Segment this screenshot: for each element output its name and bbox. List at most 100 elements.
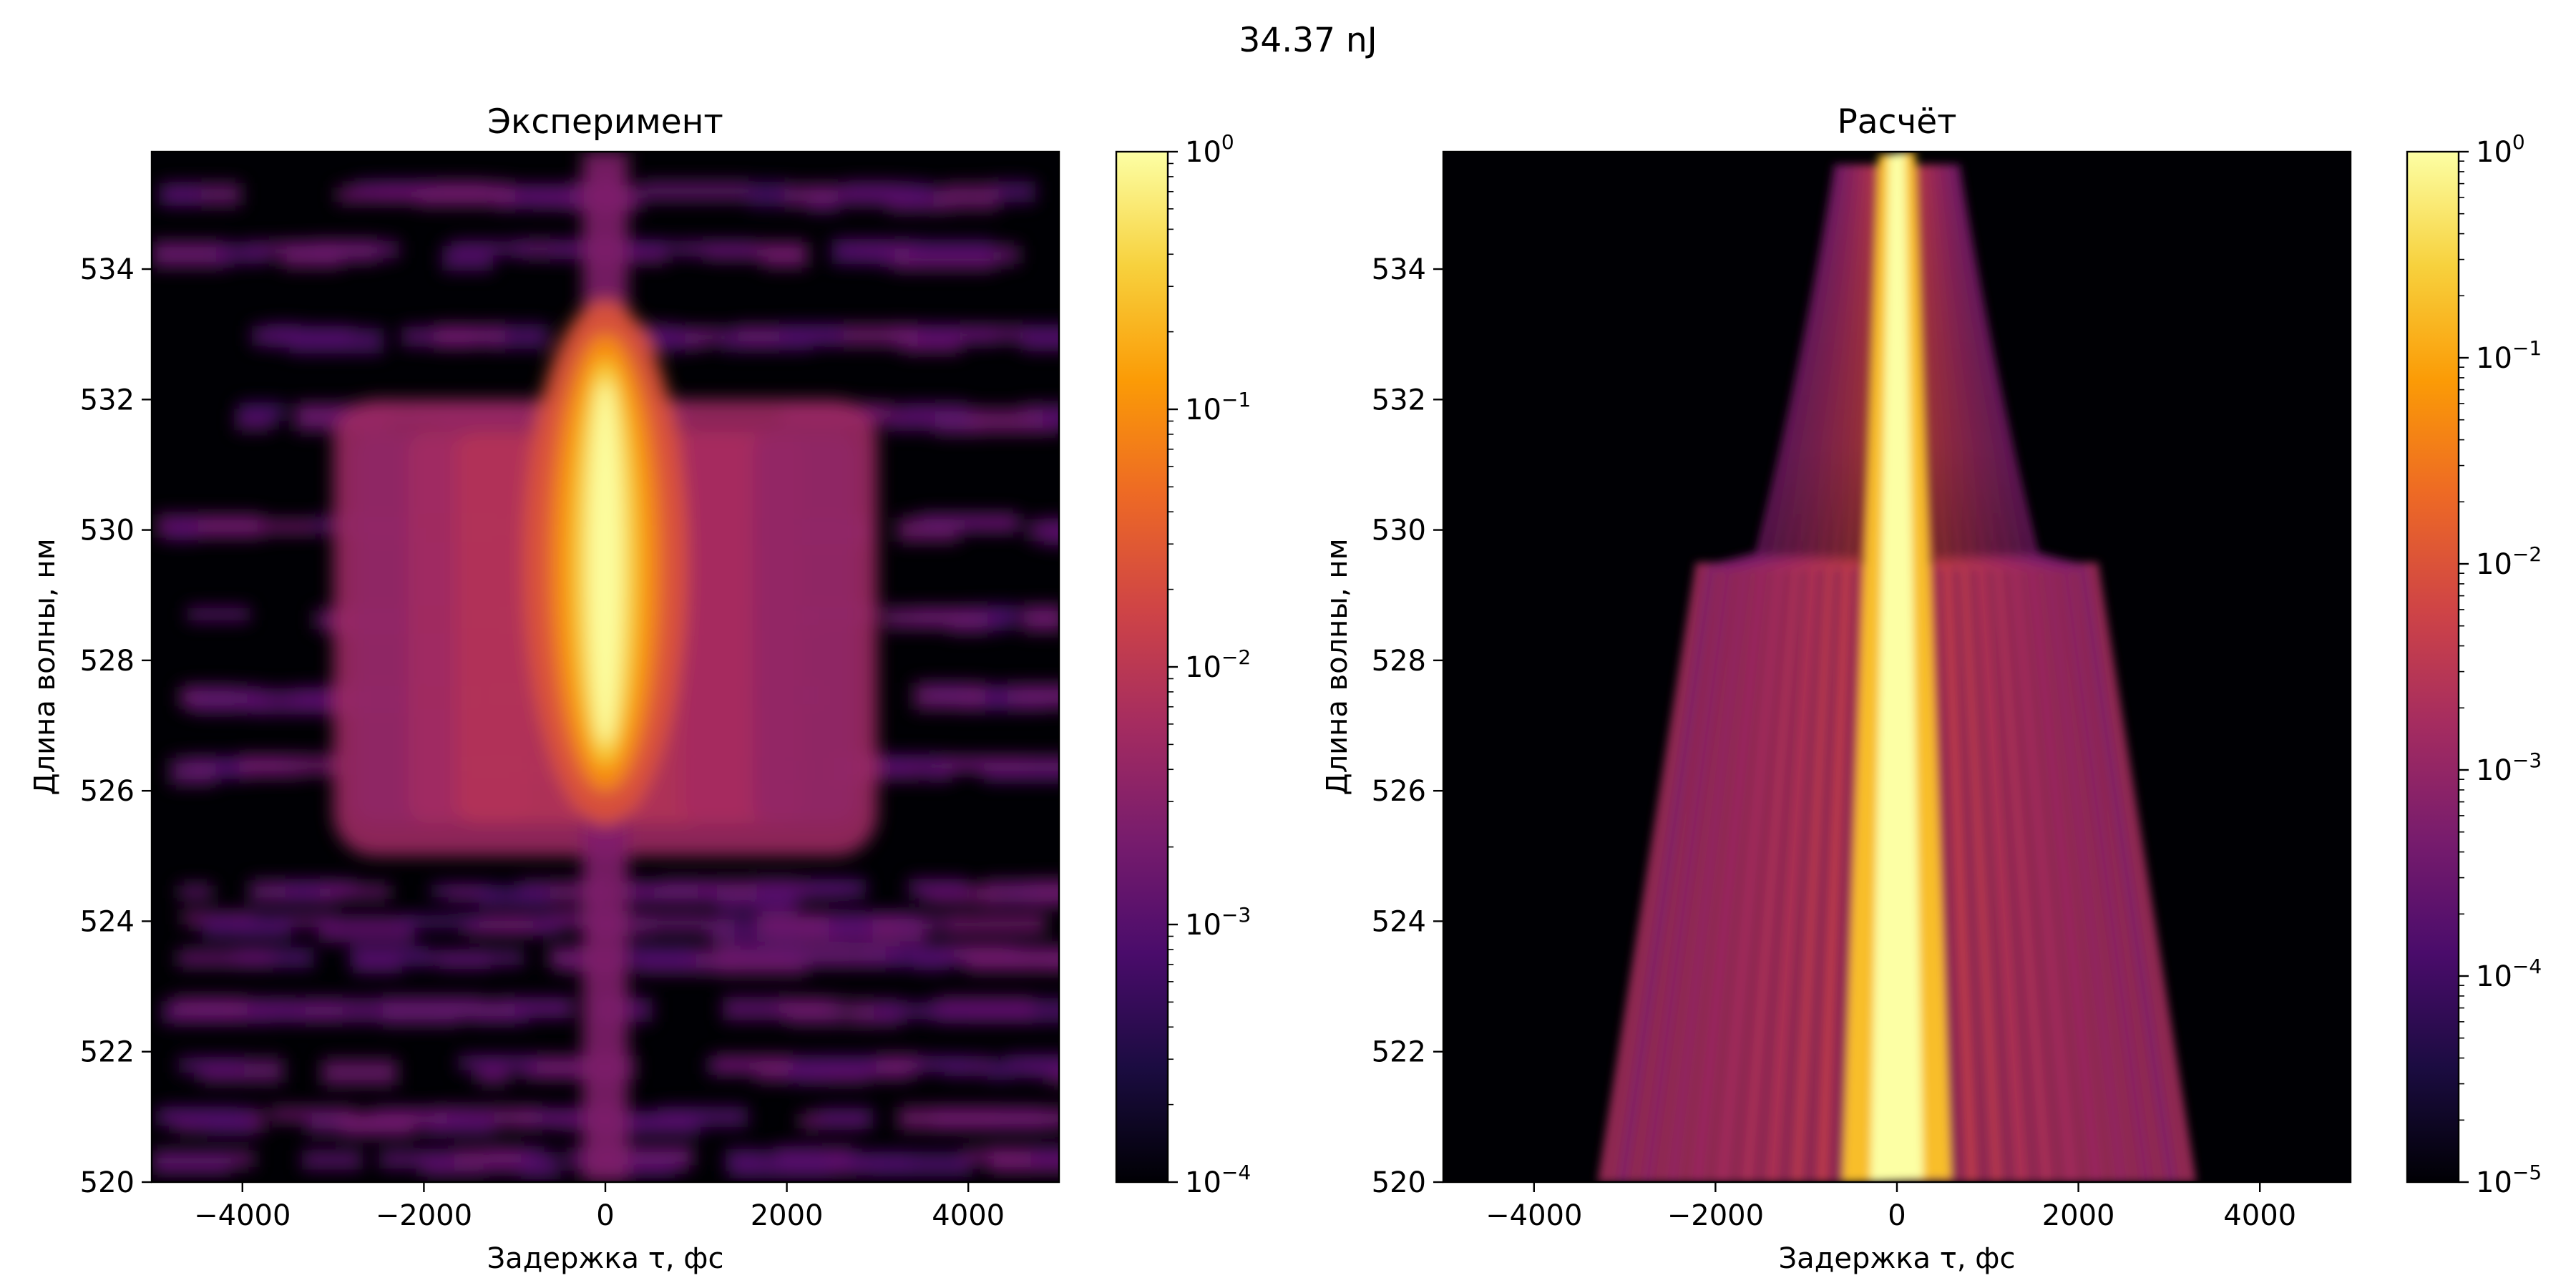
noise-band: [847, 183, 934, 199]
experiment-colorbar-gradient: [1116, 152, 1168, 1182]
noise-band: [958, 325, 1027, 343]
noise-band: [990, 1108, 1059, 1128]
y-tick-label: 534: [80, 253, 135, 286]
noise-band: [784, 184, 837, 207]
fringe-line: [1928, 164, 2077, 1182]
noise-band: [898, 1106, 1000, 1131]
fringe-line: [1792, 164, 1881, 1182]
noise-band: [1043, 518, 1059, 546]
noise-band: [714, 1055, 794, 1073]
noise-band: [321, 1059, 398, 1085]
y-tick-label: 532: [1372, 384, 1426, 416]
central-peak: [587, 379, 624, 746]
fringe-line: [1950, 164, 2177, 1182]
colorbar-tick-label: 10−2: [1185, 645, 1251, 684]
noise-band: [675, 240, 756, 258]
y-tick-label: 526: [1372, 775, 1426, 808]
noise-band: [177, 950, 273, 967]
experiment-heatmap: [152, 152, 1059, 1182]
noise-band: [1043, 948, 1059, 970]
colorbar-tick-label: 100: [2476, 130, 2525, 169]
colorbar-tick-label: 10−5: [2476, 1161, 2542, 1199]
fringe-line: [1742, 164, 1870, 1182]
noise-band: [159, 185, 202, 206]
noise-band: [1030, 879, 1059, 906]
noise-band: [836, 240, 886, 258]
experiment-panel-title: Эксперимент: [487, 102, 723, 142]
noise-band: [882, 1054, 918, 1075]
noise-band: [439, 998, 515, 1021]
noise-band: [756, 911, 829, 938]
noise-band: [949, 608, 988, 633]
noise-band: [306, 1111, 341, 1134]
fringe-line: [1939, 164, 2127, 1182]
central-core: [1870, 152, 1923, 1182]
simulation-panel-title: Расчёт: [1837, 102, 1956, 142]
simulation-y-axis-label: Длина волны, нм: [1321, 538, 1354, 795]
noise-band: [240, 756, 288, 775]
noise-band: [1030, 1147, 1059, 1166]
y-tick-label: 524: [80, 905, 135, 938]
noise-band: [949, 914, 1046, 934]
noise-band: [818, 1108, 874, 1128]
noise-band: [628, 881, 698, 904]
noise-band: [886, 756, 914, 776]
noise-band: [945, 1000, 1025, 1019]
fringe-line: [1934, 164, 2102, 1182]
fringe-line: [1617, 164, 1844, 1182]
fringe-line: [1642, 164, 1849, 1182]
colorbar-tick-label: 10−3: [1185, 903, 1251, 942]
noise-band: [520, 1151, 561, 1179]
colorbar-tick-label: 10−2: [2476, 542, 2542, 581]
x-tick-label: 4000: [932, 1199, 1005, 1232]
simulation-panel: Расчёт −4000 −2000 0 2000 4000 5205225245265…: [1321, 102, 2542, 1275]
noise-band: [762, 242, 808, 268]
noise-band: [718, 950, 808, 975]
y-tick-label: 534: [1372, 253, 1426, 286]
noise-band: [1022, 404, 1059, 428]
y-tick-label: 526: [80, 775, 135, 808]
noise-band: [170, 758, 216, 785]
noise-band: [256, 519, 319, 535]
x-tick-label: 4000: [2223, 1199, 2296, 1232]
noise-band: [239, 402, 285, 421]
noise-band: [618, 945, 696, 969]
noise-band: [267, 323, 301, 348]
noise-band: [945, 183, 999, 210]
noise-band: [434, 324, 475, 348]
noise-band: [458, 1055, 542, 1071]
noise-band: [992, 181, 1036, 203]
noise-band: [962, 1148, 1000, 1163]
noise-band: [642, 180, 749, 201]
noise-band: [648, 913, 708, 933]
noise-band: [504, 914, 534, 935]
figure-title: 34.37 nJ: [1239, 21, 1377, 60]
noise-band: [301, 1150, 363, 1170]
simulation-x-axis: −4000 −2000 0 2000 4000: [1485, 1182, 2296, 1232]
fringe-line: [1913, 164, 2002, 1182]
simulation-colorbar-gradient: [2407, 152, 2459, 1182]
noise-band: [942, 756, 1027, 772]
x-tick-label: 2000: [751, 1199, 824, 1232]
noise-band: [918, 513, 1017, 532]
x-tick-label: −2000: [1667, 1199, 1764, 1232]
x-tick-label: −4000: [194, 1199, 291, 1232]
experiment-x-axis-label: Задержка τ, фс: [487, 1242, 724, 1275]
x-tick-label: 0: [1888, 1199, 1906, 1232]
y-tick-label: 530: [1372, 514, 1426, 547]
noise-band: [758, 883, 865, 899]
x-tick-label: 2000: [2042, 1199, 2115, 1232]
noise-band: [1007, 684, 1059, 709]
colorbar-tick-label: 10−1: [1185, 388, 1251, 426]
noise-band: [930, 1055, 973, 1073]
colorbar-tick-label: 10−1: [2476, 336, 2542, 375]
noise-band: [842, 1152, 892, 1171]
fringe-line: [1692, 164, 1860, 1182]
noise-band: [729, 1152, 832, 1179]
fringe: [752, 431, 858, 824]
y-tick-label: 528: [1372, 645, 1426, 678]
y-tick-label: 522: [80, 1036, 135, 1069]
y-tick-label: 522: [1372, 1036, 1426, 1069]
y-tick-label: 520: [80, 1166, 135, 1199]
